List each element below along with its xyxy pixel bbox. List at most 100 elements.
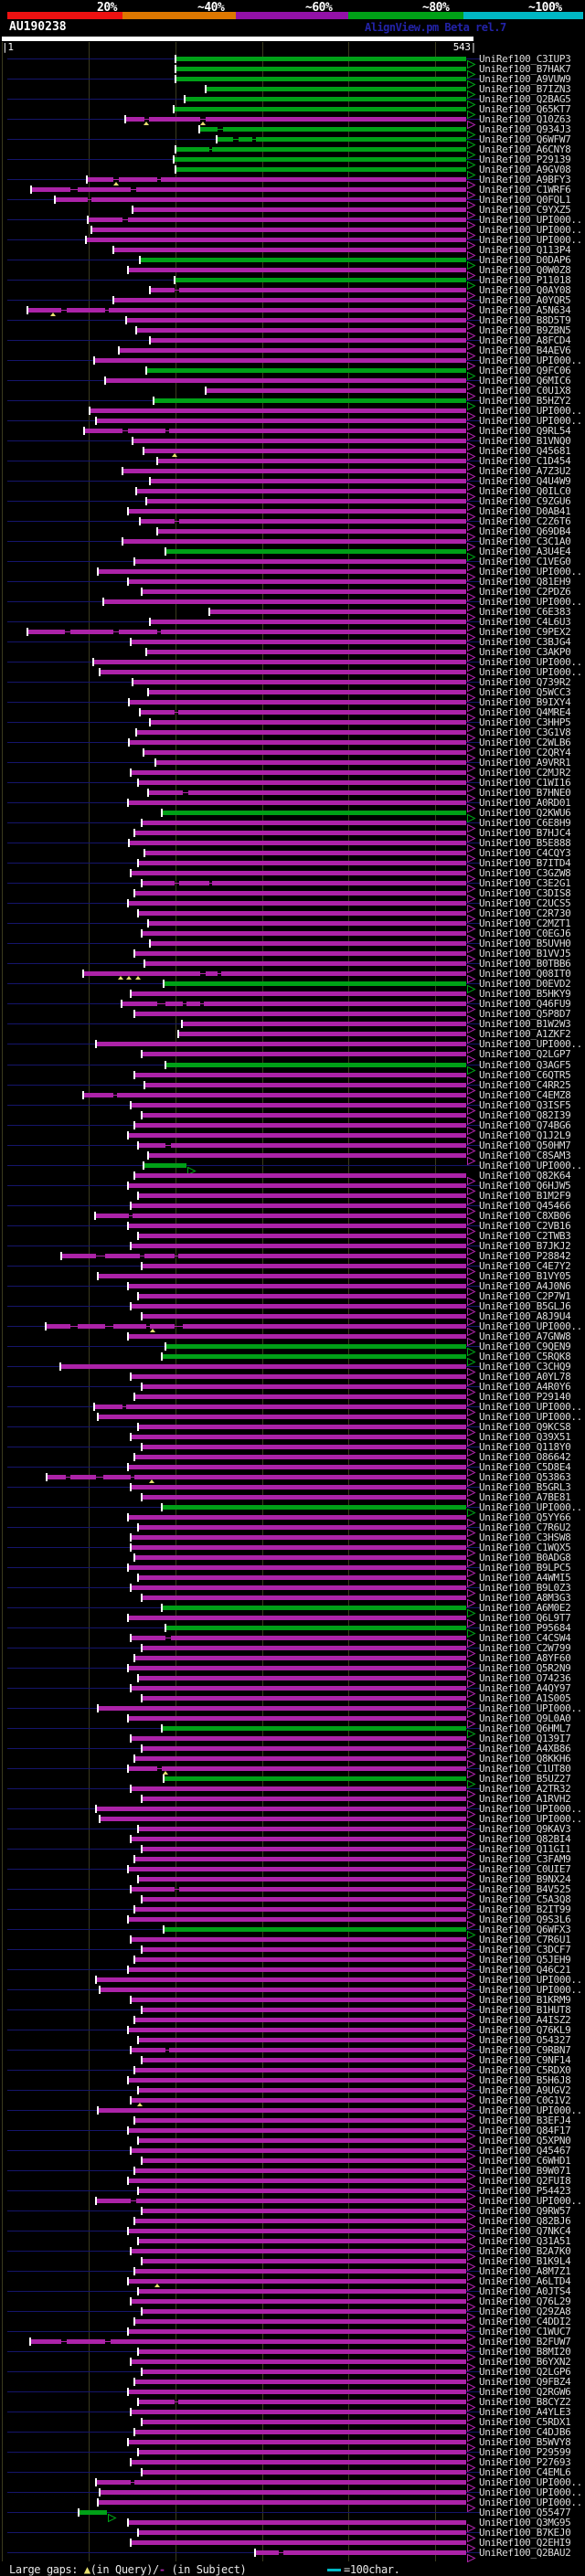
hit-bar[interactable]	[141, 2209, 467, 2213]
hit-bar[interactable]	[137, 780, 467, 785]
hit-label[interactable]: UniRef100_Q84F17	[479, 2125, 571, 2136]
hit-bar[interactable]	[54, 197, 88, 202]
hit-label[interactable]: UniRef100_Q45467	[479, 2145, 571, 2157]
hit-label[interactable]: UniRef100_C3G1V8	[479, 726, 571, 738]
hit-bar[interactable]	[203, 1002, 467, 1006]
hit-bar[interactable]	[187, 790, 467, 795]
hit-bar[interactable]	[129, 740, 467, 745]
alignment-row[interactable]: UniRef100_P27693	[0, 2456, 585, 2473]
hit-bar[interactable]	[131, 1585, 467, 1590]
hit-label[interactable]: UniRef100_C9RBN7	[479, 2044, 571, 2056]
hit-bar[interactable]	[102, 599, 467, 604]
hit-bar[interactable]	[141, 1264, 467, 1268]
hit-label[interactable]: UniRef100_A9UGV2	[479, 2084, 571, 2096]
alignment-row[interactable]: UniRef100_B2IT99	[0, 1903, 585, 1920]
alignment-row[interactable]: UniRef100_Q84F17	[0, 2125, 585, 2141]
hit-bar[interactable]	[127, 268, 467, 272]
hit-label[interactable]: UniRef100_B9LPC5	[479, 1562, 571, 1574]
alignment-row[interactable]: UniRef100_A6CNY8	[0, 144, 585, 160]
hit-bar[interactable]	[67, 308, 105, 313]
hit-bar[interactable]	[141, 1746, 467, 1751]
hit-bar[interactable]	[137, 1877, 467, 1882]
hit-bar[interactable]	[182, 1022, 467, 1026]
hit-bar[interactable]	[165, 1344, 467, 1349]
hit-label[interactable]: UniRef100_Q2RGW6	[479, 2386, 571, 2398]
alignment-row[interactable]: UniRef100_B1K9L4	[0, 2256, 585, 2272]
hit-label[interactable]: UniRef100_P11018	[479, 274, 571, 286]
hit-bar[interactable]	[137, 1294, 467, 1299]
hit-label[interactable]: UniRef100_C2Z6T6	[479, 515, 571, 527]
alignment-row[interactable]: UniRef100_C6WHD1	[0, 2156, 585, 2171]
hit-bar[interactable]	[175, 57, 467, 61]
hit-bar[interactable]	[148, 1153, 467, 1158]
alignment-row[interactable]: UniRef100_Q6WFW7	[0, 134, 585, 150]
hit-label[interactable]: UniRef100_B1VY05	[479, 1270, 571, 1282]
hit-bar[interactable]	[27, 630, 66, 634]
alignment-row[interactable]: UniRef100_C2MJR2	[0, 768, 585, 783]
alignment-row[interactable]: UniRef100_B6YXN2	[0, 2357, 585, 2372]
hit-bar[interactable]	[177, 1032, 467, 1036]
hit-label[interactable]: UniRef100_Q46C21	[479, 1964, 571, 1976]
alignment-row[interactable]: UniRef100_Q934J3	[0, 124, 585, 140]
hit-bar[interactable]	[77, 1324, 105, 1329]
hit-label[interactable]: UniRef100_Q3MG95	[479, 2517, 571, 2528]
hit-bar[interactable]	[137, 1143, 166, 1148]
alignment-row[interactable]: UniRef100_Q2EHI9	[0, 2538, 585, 2553]
hit-label[interactable]: UniRef100_Q0AY08	[479, 284, 571, 296]
alignment-row[interactable]: UniRef100_B8MI20	[0, 2347, 585, 2362]
alignment-row[interactable]: UniRef100_B1HUT8	[0, 2005, 585, 2020]
hit-label[interactable]: UniRef100_UPI000..	[479, 355, 582, 366]
hit-bar[interactable]	[141, 1495, 467, 1500]
alignment-row[interactable]: UniRef100_Q3MG95	[0, 2517, 585, 2533]
alignment-row[interactable]: UniRef100_B7HAK7	[0, 64, 585, 80]
hit-label[interactable]: UniRef100_B7JKJ2	[479, 1240, 571, 1252]
hit-label[interactable]: UniRef100_C0U1X8	[479, 385, 571, 397]
alignment-row[interactable]: UniRef100_Q69DB4	[0, 526, 585, 542]
hit-label[interactable]: UniRef100_B1VNQ0	[479, 435, 571, 447]
hit-bar[interactable]	[150, 620, 467, 624]
alignment-row[interactable]: UniRef100_C2Z6T6	[0, 515, 585, 532]
alignment-row[interactable]: UniRef100_UPI000..	[0, 355, 585, 371]
hit-label[interactable]: UniRef100_B2IT99	[479, 1903, 571, 1915]
hit-bar[interactable]	[127, 1716, 467, 1721]
hit-bar[interactable]	[127, 579, 467, 584]
hit-label[interactable]: UniRef100_Q39X51	[479, 1431, 571, 1443]
alignment-row[interactable]: UniRef100_UPI000..	[0, 1703, 585, 1719]
hit-label[interactable]: UniRef100_C4L6U3	[479, 616, 571, 628]
alignment-row[interactable]: UniRef100_A9GV08	[0, 164, 585, 180]
hit-label[interactable]: UniRef100_Q0ILC0	[479, 485, 571, 497]
hit-bar[interactable]	[131, 2460, 467, 2465]
alignment-row[interactable]: UniRef100_A7GNW8	[0, 1331, 585, 1347]
hit-bar[interactable]	[170, 1143, 467, 1148]
hit-bar[interactable]	[170, 1636, 467, 1640]
hit-bar[interactable]	[148, 790, 184, 795]
alignment-row[interactable]: UniRef100_Q39X51	[0, 1431, 585, 1447]
hit-label[interactable]: UniRef100_D0DAP6	[479, 254, 571, 266]
hit-label[interactable]: UniRef100_P27693	[479, 2456, 571, 2468]
hit-bar[interactable]	[127, 2440, 467, 2444]
hit-bar[interactable]	[137, 2088, 467, 2093]
alignment-row[interactable]: UniRef100_A4QY97	[0, 1683, 585, 1699]
hit-label[interactable]: UniRef100_A1ZKF2	[479, 1028, 571, 1040]
hit-label[interactable]: UniRef100_C9PEX2	[479, 626, 571, 638]
hit-bar[interactable]	[141, 1847, 467, 1851]
alignment-row[interactable]: UniRef100_Q9S3L6	[0, 1914, 585, 1930]
hit-bar[interactable]	[141, 1897, 467, 1902]
alignment-row[interactable]: UniRef100_B5GLJ6	[0, 1301, 585, 1317]
alignment-row[interactable]: UniRef100_B7IZN3	[0, 84, 585, 100]
alignment-row[interactable]: UniRef100_B8CYZ2	[0, 2397, 585, 2412]
hit-bar[interactable]	[179, 288, 467, 292]
hit-bar[interactable]	[255, 137, 467, 142]
hit-bar[interactable]	[164, 981, 467, 986]
hit-bar[interactable]	[122, 539, 467, 544]
hit-bar[interactable]	[144, 1083, 467, 1087]
hit-label[interactable]: UniRef100_Q5P8D7	[479, 1008, 571, 1020]
alignment-row[interactable]: UniRef100_B9IXY4	[0, 697, 585, 713]
hit-label[interactable]: UniRef100_C2TWB3	[479, 1230, 571, 1242]
hit-bar[interactable]	[179, 1887, 467, 1892]
hit-bar[interactable]	[46, 1324, 70, 1329]
alignment-row[interactable]: UniRef100_C2R730	[0, 908, 585, 924]
alignment-row[interactable]: UniRef100_Q6L9T7	[0, 1613, 585, 1628]
hit-bar[interactable]	[134, 1475, 467, 1479]
alignment-row[interactable]: UniRef100_P95684	[0, 1623, 585, 1638]
